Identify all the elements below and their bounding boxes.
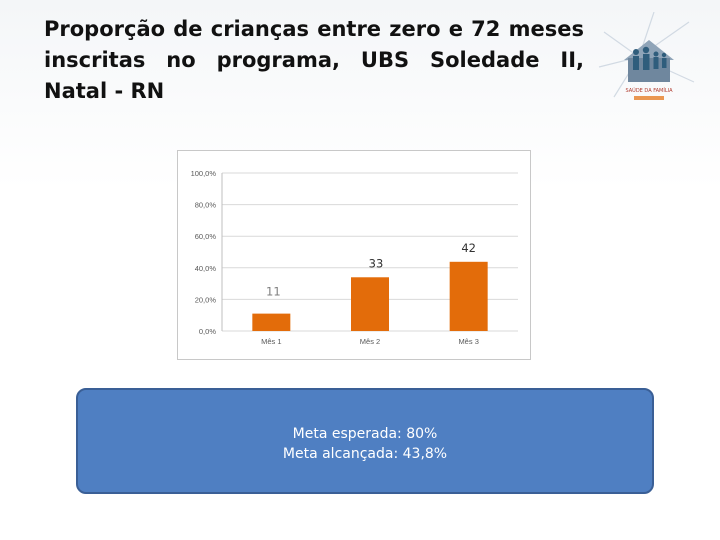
- x-tick-label: Mês 1: [261, 337, 281, 346]
- family-logo-icon: SAÚDE DA FAMÍLIA: [598, 12, 695, 100]
- bar: [252, 313, 291, 331]
- y-tick-label: 0,0%: [199, 327, 216, 336]
- bar-chart: 0,0% 20,0% 40,0% 60,0% 80,0% 100,0% Mês 1 11 Mês…: [191, 169, 518, 346]
- goal-expected-text: Meta esperada: 80%: [292, 426, 438, 442]
- y-tick-label: 60,0%: [195, 232, 217, 241]
- goal-achieved-text: Meta alcançada: 43,8%: [282, 446, 448, 462]
- x-tick-label: Mês 2: [360, 337, 380, 346]
- x-tick-label: Mês 3: [458, 337, 478, 346]
- y-tick-label: 80,0%: [195, 201, 217, 210]
- chart-frame: 0,0% 20,0% 40,0% 60,0% 80,0% 100,0% Mês 1 11 Mês…: [177, 150, 531, 360]
- svg-text:SAÚDE DA FAMÍLIA: SAÚDE DA FAMÍLIA: [625, 87, 673, 94]
- y-tick-label: 40,0%: [195, 264, 217, 273]
- y-tick-label: 20,0%: [195, 295, 217, 304]
- data-label: 33: [369, 256, 384, 270]
- data-label: 11: [266, 285, 281, 299]
- bar: [351, 277, 389, 331]
- bar: [449, 261, 488, 331]
- page-title: Proporção de crianças entre zero e 72 me…: [44, 17, 584, 103]
- data-label: 42: [461, 241, 476, 255]
- goal-info-box: Meta esperada: 80% Meta alcançada: 43,8%: [76, 388, 654, 494]
- y-tick-label: 100,0%: [191, 169, 217, 178]
